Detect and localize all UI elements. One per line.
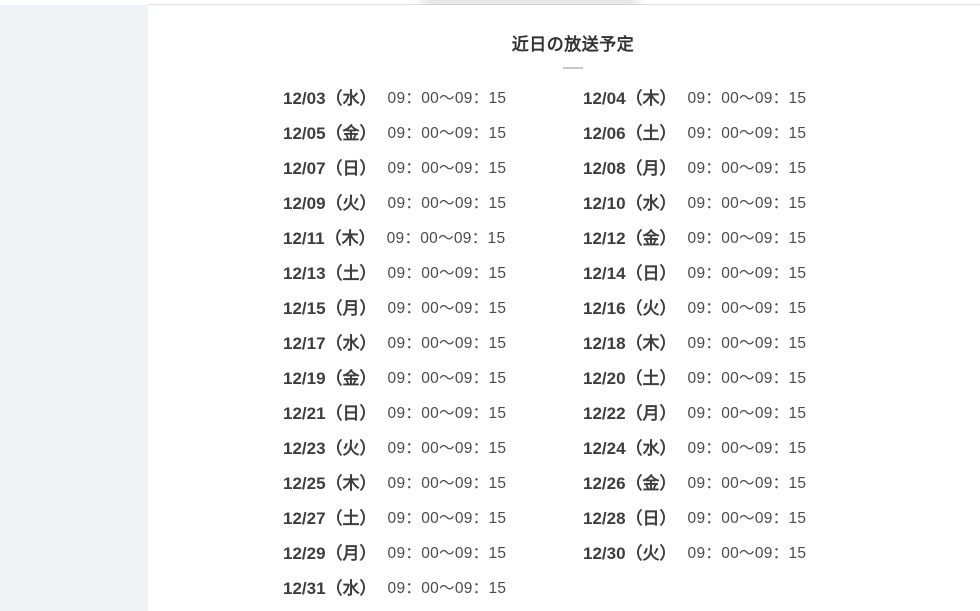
entry-date: 12/13（土） bbox=[283, 264, 377, 283]
section-header: 近日の放送予定 bbox=[157, 36, 980, 69]
entry-time: 09：00〜09：15 bbox=[387, 404, 507, 422]
entry-time: 09：00〜09：15 bbox=[387, 124, 507, 142]
entry-time: 09：00〜09：15 bbox=[687, 404, 807, 422]
entry-date: 12/19（金） bbox=[283, 369, 377, 388]
entry-date: 12/05（金） bbox=[283, 124, 377, 143]
schedule-entry: 12/21（日） 09：00〜09：15 bbox=[283, 394, 528, 429]
schedule-entry: 12/24（水） 09：00〜09：15 bbox=[583, 429, 828, 464]
entry-time: 09：00〜09：15 bbox=[387, 474, 507, 492]
entry-date: 12/26（金） bbox=[583, 474, 677, 493]
schedule-entry: 12/11（木） 09：00〜09：15 bbox=[283, 219, 528, 254]
schedule-entry: 12/05（金） 09：00〜09：15 bbox=[283, 114, 528, 149]
page-title: 近日の放送予定 bbox=[511, 35, 635, 54]
schedule-entry: 12/15（月） 09：00〜09：15 bbox=[283, 289, 528, 324]
entry-date: 12/08（月） bbox=[583, 159, 677, 178]
entry-date: 12/30（火） bbox=[583, 544, 677, 563]
entry-date: 12/18（木） bbox=[583, 334, 677, 353]
schedule-entry: 12/26（金） 09：00〜09：15 bbox=[583, 464, 828, 499]
schedule-entry: 12/06（土） 09：00〜09：15 bbox=[583, 114, 828, 149]
entry-date: 12/17（水） bbox=[283, 334, 377, 353]
entry-time: 09：00〜09：15 bbox=[387, 159, 507, 177]
entry-time: 09：00〜09：15 bbox=[687, 124, 807, 142]
schedule-entry: 12/13（土） 09：00〜09：15 bbox=[283, 254, 528, 289]
left-panel bbox=[0, 5, 148, 611]
schedule-entry: 12/20（土） 09：00〜09：15 bbox=[583, 359, 828, 394]
entry-time: 09：00〜09：15 bbox=[687, 89, 807, 107]
top-border-line bbox=[148, 4, 980, 5]
entry-date: 12/10（水） bbox=[583, 194, 677, 213]
entry-date: 12/28（日） bbox=[583, 509, 677, 528]
schedule-entry: 12/12（金） 09：00〜09：15 bbox=[583, 219, 828, 254]
entry-date: 12/21（日） bbox=[283, 404, 377, 423]
entry-date: 12/06（土） bbox=[583, 124, 677, 143]
entry-date: 12/31（水） bbox=[283, 579, 377, 598]
entry-date: 12/16（火） bbox=[583, 299, 677, 318]
entry-date: 12/15（月） bbox=[283, 299, 377, 318]
entry-date: 12/03（水） bbox=[283, 89, 377, 108]
schedule-entry: 12/27（土） 09：00〜09：15 bbox=[283, 499, 528, 534]
entry-time: 09：00〜09：15 bbox=[387, 509, 507, 527]
entry-date: 12/12（金） bbox=[583, 229, 677, 248]
schedule-entry: 12/28（日） 09：00〜09：15 bbox=[583, 499, 828, 534]
entry-time: 09：00〜09：15 bbox=[687, 299, 807, 317]
entry-time: 09：00〜09：15 bbox=[386, 229, 506, 247]
entry-date: 12/11（木） bbox=[283, 229, 376, 248]
schedule-entry: 12/07（日） 09：00〜09：15 bbox=[283, 149, 528, 184]
entry-time: 09：00〜09：15 bbox=[387, 194, 507, 212]
schedule-entry: 12/29（月） 09：00〜09：15 bbox=[283, 534, 528, 569]
entry-time: 09：00〜09：15 bbox=[687, 159, 807, 177]
schedule-entry: 12/31（水） 09：00〜09：15 bbox=[283, 569, 528, 604]
title-divider bbox=[563, 67, 583, 69]
entry-time: 09：00〜09：15 bbox=[687, 509, 807, 527]
entry-date: 12/07（日） bbox=[283, 159, 377, 178]
entry-time: 09：00〜09：15 bbox=[687, 264, 807, 282]
entry-time: 09：00〜09：15 bbox=[387, 299, 507, 317]
entry-time: 09：00〜09：15 bbox=[687, 439, 807, 457]
schedule-entry: 12/08（月） 09：00〜09：15 bbox=[583, 149, 828, 184]
schedule-entry: 12/10（水） 09：00〜09：15 bbox=[583, 184, 828, 219]
entry-date: 12/09（火） bbox=[283, 194, 377, 213]
entry-date: 12/27（土） bbox=[283, 509, 377, 528]
schedule-entry: 12/19（金） 09：00〜09：15 bbox=[283, 359, 528, 394]
entry-date: 12/04（木） bbox=[583, 89, 677, 108]
entry-time: 09：00〜09：15 bbox=[687, 194, 807, 212]
entry-time: 09：00〜09：15 bbox=[687, 334, 807, 352]
entry-date: 12/14（日） bbox=[583, 264, 677, 283]
entry-time: 09：00〜09：15 bbox=[387, 89, 507, 107]
schedule-entry: 12/25（木） 09：00〜09：15 bbox=[283, 464, 528, 499]
broadcast-schedule-section: 近日の放送予定 12/03（水） 09：00〜09：15 12/04（木） 09… bbox=[148, 5, 980, 611]
entry-date: 12/25（木） bbox=[283, 474, 377, 493]
schedule-entry: 12/18（木） 09：00〜09：15 bbox=[583, 324, 828, 359]
entry-time: 09：00〜09：15 bbox=[387, 264, 507, 282]
entry-time: 09：00〜09：15 bbox=[687, 474, 807, 492]
entry-time: 09：00〜09：15 bbox=[387, 369, 507, 387]
schedule-entry: 12/17（水） 09：00〜09：15 bbox=[283, 324, 528, 359]
entry-time: 09：00〜09：15 bbox=[687, 544, 807, 562]
entry-date: 12/24（水） bbox=[583, 439, 677, 458]
entry-time: 09：00〜09：15 bbox=[387, 439, 507, 457]
entry-date: 12/20（土） bbox=[583, 369, 677, 388]
entry-date: 12/22（月） bbox=[583, 404, 677, 423]
schedule-entry: 12/23（火） 09：00〜09：15 bbox=[283, 429, 528, 464]
entry-time: 09：00〜09：15 bbox=[687, 229, 807, 247]
schedule-entry: 12/04（木） 09：00〜09：15 bbox=[583, 79, 828, 114]
schedule-entry: 12/16（火） 09：00〜09：15 bbox=[583, 289, 828, 324]
entry-time: 09：00〜09：15 bbox=[387, 544, 507, 562]
schedule-entry: 12/03（水） 09：00〜09：15 bbox=[283, 79, 528, 114]
entry-time: 09：00〜09：15 bbox=[387, 334, 507, 352]
schedule-entry: 12/14（日） 09：00〜09：15 bbox=[583, 254, 828, 289]
entry-time: 09：00〜09：15 bbox=[387, 579, 507, 597]
schedule-grid: 12/03（水） 09：00〜09：15 12/04（木） 09：00〜09：1… bbox=[283, 79, 980, 604]
schedule-entry: 12/09（火） 09：00〜09：15 bbox=[283, 184, 528, 219]
entry-date: 12/23（火） bbox=[283, 439, 377, 458]
entry-time: 09：00〜09：15 bbox=[687, 369, 807, 387]
schedule-entry: 12/30（火） 09：00〜09：15 bbox=[583, 534, 828, 569]
schedule-entry: 12/22（月） 09：00〜09：15 bbox=[583, 394, 828, 429]
entry-date: 12/29（月） bbox=[283, 544, 377, 563]
